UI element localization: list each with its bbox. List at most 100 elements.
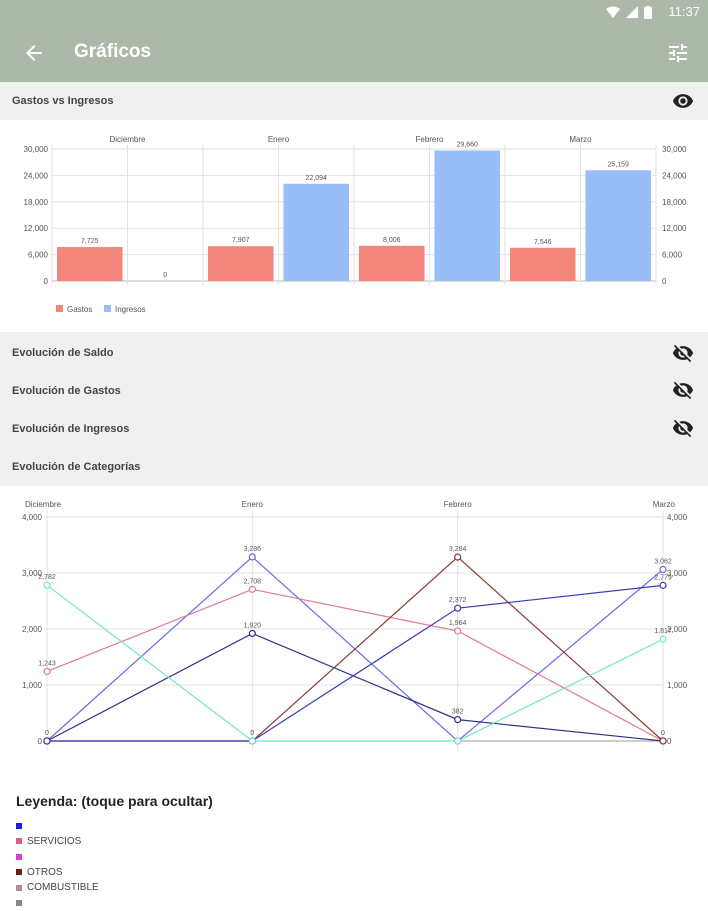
legend-label: SERVICIOS — [27, 836, 81, 847]
back-arrow-icon[interactable] — [22, 41, 46, 65]
series-point — [455, 605, 461, 611]
x-tick-label: Marzo — [569, 135, 592, 144]
point-value-label: 1,920 — [244, 622, 262, 629]
point-value-label: 0 — [661, 730, 665, 737]
section-title: Evolución de Saldo — [12, 347, 113, 359]
bar-ingresos — [586, 170, 652, 281]
legend-swatch — [16, 838, 22, 844]
y-tick-label-left: 4,000 — [22, 513, 43, 522]
bar-ingresos — [284, 184, 350, 281]
point-value-label: 3,284 — [449, 546, 467, 553]
series-point — [660, 582, 666, 588]
bar-value-label: 8,006 — [383, 237, 401, 244]
section-title: Evolución de Categorías — [12, 461, 140, 473]
point-value-label: 3,286 — [244, 546, 262, 553]
y-tick-label-left: 30,000 — [24, 145, 49, 154]
series-point — [660, 636, 666, 642]
wifi-icon — [606, 6, 620, 18]
section-title: Evolución de Ingresos — [12, 423, 129, 435]
y-tick-label-left: 24,000 — [24, 171, 49, 180]
y-tick-label-right: 24,000 — [662, 171, 687, 180]
x-tick-label: Febrero — [415, 135, 444, 144]
x-tick-label: Febrero — [444, 500, 473, 509]
legend-label: OTROS — [27, 867, 63, 878]
legend-item[interactable] — [16, 849, 99, 865]
battery-icon — [644, 6, 652, 19]
point-value-label: 2,782 — [38, 574, 56, 581]
eye-off-icon[interactable] — [672, 379, 694, 401]
bar-ingresos — [435, 150, 501, 281]
series-point — [455, 717, 461, 723]
bar-gastos — [208, 246, 274, 281]
section-evolucion-saldo[interactable]: Evolución de Saldo — [0, 332, 708, 370]
y-tick-label-right: 6,000 — [662, 251, 683, 260]
series-point — [249, 738, 255, 744]
legend-swatch — [16, 823, 22, 829]
section-evolucion-categorias[interactable]: Evolución de Categorías — [0, 446, 708, 486]
status-icons — [606, 5, 652, 19]
series-point — [660, 567, 666, 573]
legend-label-ingresos: Ingresos — [115, 305, 146, 314]
legend-item[interactable] — [16, 896, 99, 911]
section-evolucion-ingresos[interactable]: Evolución de Ingresos — [0, 408, 708, 446]
legend-item[interactable]: SERVICIOS — [16, 834, 99, 850]
y-tick-label-left: 6,000 — [28, 251, 49, 260]
section-gastos-vs-ingresos[interactable]: Gastos vs Ingresos — [0, 82, 708, 120]
series-point — [455, 554, 461, 560]
y-tick-label-left: 1,000 — [22, 681, 43, 690]
series-point — [249, 630, 255, 636]
bar-value-label: 22,094 — [306, 175, 328, 182]
series-line-2 — [47, 589, 663, 741]
bar-value-label: 0 — [163, 272, 167, 279]
legend-swatch-ingresos — [104, 305, 111, 312]
y-tick-label-right: 0 — [662, 277, 667, 286]
x-tick-label: Marzo — [653, 500, 676, 509]
point-value-label: 2,779 — [654, 574, 672, 581]
legend-item[interactable] — [16, 818, 99, 834]
app-bar: Gráficos — [0, 24, 708, 82]
series-point — [455, 628, 461, 634]
y-tick-label-right: 0 — [667, 737, 672, 746]
filter-settings-icon[interactable] — [666, 41, 690, 65]
legend-item[interactable]: OTROS — [16, 865, 99, 881]
series-line-4 — [47, 557, 663, 741]
eye-off-icon[interactable] — [672, 342, 694, 364]
x-tick-label: Enero — [268, 135, 290, 144]
status-bar: 11:37 — [0, 0, 708, 24]
y-tick-label-left: 2,000 — [22, 625, 43, 634]
point-value-label: 0 — [45, 730, 49, 737]
bar-value-label: 25,159 — [608, 161, 630, 168]
legend-swatch — [16, 854, 22, 860]
eye-off-icon[interactable] — [672, 417, 694, 439]
section-evolucion-gastos[interactable]: Evolución de Gastos — [0, 370, 708, 408]
y-tick-label-left: 0 — [38, 737, 43, 746]
y-tick-label-left: 0 — [44, 277, 49, 286]
bar-gastos — [359, 246, 425, 281]
series-point — [44, 668, 50, 674]
clock: 11:37 — [668, 4, 700, 19]
page-title: Gráficos — [74, 41, 151, 63]
series-point — [249, 554, 255, 560]
series-point — [455, 738, 461, 744]
point-value-label: 382 — [452, 709, 464, 716]
y-tick-label-right: 4,000 — [667, 513, 688, 522]
section-title: Gastos vs Ingresos — [12, 95, 114, 107]
point-value-label: 1,964 — [449, 620, 467, 627]
eye-icon[interactable] — [672, 90, 694, 112]
x-tick-label: Diciembre — [25, 500, 62, 509]
series-line-5 — [47, 585, 663, 741]
y-tick-label-right: 12,000 — [662, 224, 687, 233]
series-point — [660, 738, 666, 744]
bar-gastos — [57, 247, 123, 281]
bar-value-label: 7,546 — [534, 239, 552, 246]
series-point — [44, 582, 50, 588]
bar-value-label: 29,660 — [457, 141, 479, 148]
x-tick-label: Diciembre — [109, 135, 146, 144]
legend-item[interactable]: COMBUSTIBLE — [16, 880, 99, 896]
legend-label: COMBUSTIBLE — [27, 882, 99, 893]
y-tick-label-right: 30,000 — [662, 145, 687, 154]
signal-icon — [626, 6, 638, 18]
